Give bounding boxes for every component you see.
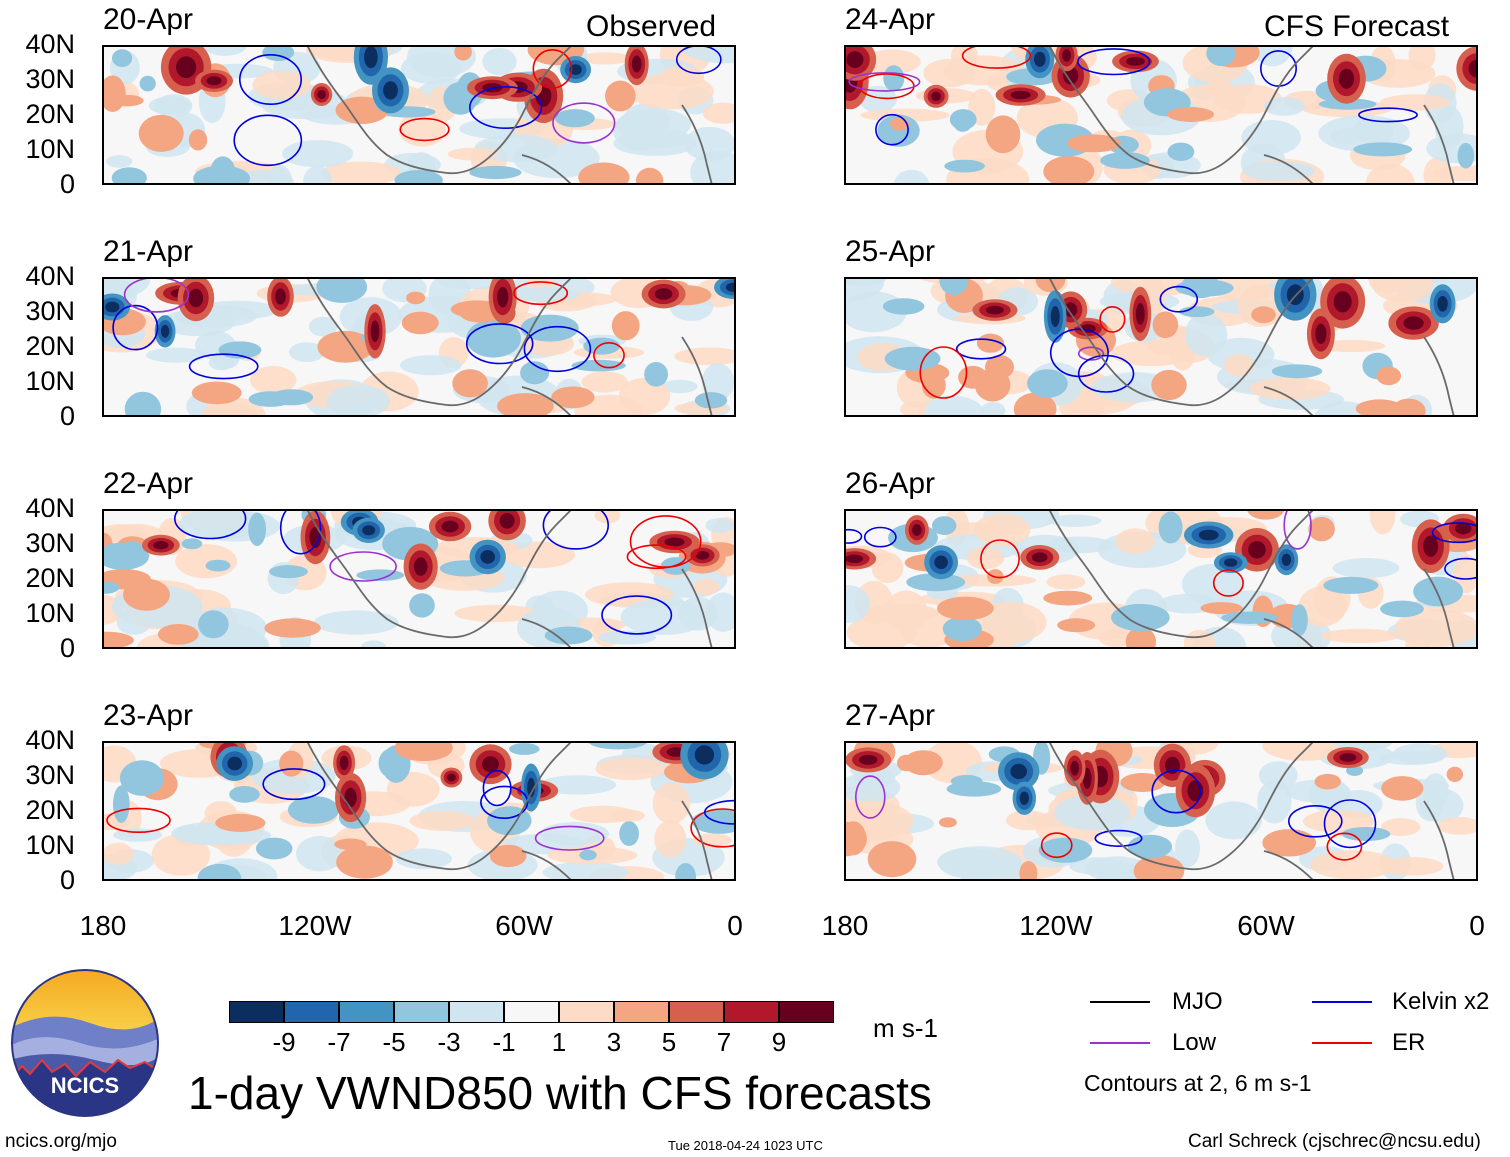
contour-note: Contours at 2, 6 m s-1 (1084, 1070, 1312, 1096)
lat-label: 40N (25, 493, 75, 523)
colorbar-tick-label: -1 (492, 1027, 516, 1057)
lat-label: 10N (25, 366, 75, 396)
lat-label: 0 (59, 401, 75, 431)
website-link[interactable]: ncics.org/mjo (5, 1131, 117, 1152)
timestamp: Tue 2018-04-24 1023 UTC (668, 1138, 823, 1153)
anomaly-field (102, 277, 736, 417)
anomaly-map-panel (844, 509, 1478, 649)
logo-text: NCICS (51, 1073, 119, 1098)
colorbar-tick-label: 7 (716, 1027, 732, 1057)
lat-label: 0 (59, 169, 75, 199)
lat-label: 10N (25, 598, 75, 628)
colorbar-swatch (504, 1001, 559, 1023)
lat-label: 20N (25, 331, 75, 361)
panel-title: 21-Apr (103, 235, 194, 268)
lat-label: 30N (25, 64, 75, 94)
legend-line-low (1090, 1042, 1150, 1044)
lat-label: 0 (59, 865, 75, 895)
colorbar-swatch (724, 1001, 779, 1023)
legend-label-mjo: MJO (1172, 988, 1223, 1015)
lon-label: 0 (727, 910, 743, 941)
legend-label-er: ER (1392, 1029, 1426, 1056)
colorbar-tick-label: -3 (437, 1027, 461, 1057)
cfs-forecast-label: CFS Forecast (1264, 10, 1450, 43)
lat-label: 20N (25, 99, 75, 129)
legend-line-mjo (1090, 1001, 1150, 1003)
lat-label: 40N (25, 29, 75, 59)
lon-label: 60W (495, 910, 553, 941)
colorbar-tick-label: -5 (382, 1027, 406, 1057)
lat-label: 40N (25, 725, 75, 755)
colorbar-tick-label: 3 (606, 1027, 622, 1057)
legend-label-kelvin: Kelvin x2 (1392, 988, 1490, 1015)
colorbar-tick-label: -7 (327, 1027, 351, 1057)
colorbar-swatch (229, 1001, 284, 1023)
anomaly-field (102, 509, 736, 649)
lat-label: 20N (25, 795, 75, 825)
lat-label: 0 (59, 633, 75, 663)
anomaly-field (102, 741, 736, 881)
lon-label: 120W (1019, 910, 1093, 941)
lat-label: 30N (25, 760, 75, 790)
lon-label: 0 (1469, 910, 1485, 941)
anomaly-field (844, 277, 1478, 417)
colorbar-units: m s-1 (873, 1013, 938, 1043)
lat-label: 10N (25, 830, 75, 860)
colorbar-tick-label: 1 (551, 1027, 567, 1057)
colorbar-swatch (614, 1001, 669, 1023)
main-title: 1-day VWND850 with CFS forecasts (188, 1067, 932, 1119)
panel-title: 25-Apr (845, 235, 936, 268)
colorbar-tick-label: 5 (661, 1027, 677, 1057)
anomaly-map-panel (102, 45, 736, 185)
anomaly-map-panel (844, 45, 1478, 185)
observed-label: Observed (586, 10, 717, 43)
anomaly-map-panel (844, 741, 1478, 881)
panel-title: 23-Apr (103, 699, 194, 732)
colorbar-swatch (339, 1001, 394, 1023)
lon-label: 180 (79, 910, 127, 941)
colorbar-tick-label: 9 (771, 1027, 787, 1057)
lon-label: 60W (1237, 910, 1295, 941)
anomaly-map-panel (844, 277, 1478, 417)
colorbar-swatch (449, 1001, 504, 1023)
colorbar-swatch (779, 1001, 834, 1023)
panel-title: 22-Apr (103, 467, 194, 500)
author-credit: Carl Schreck (cjschrec@ncsu.edu) (1188, 1131, 1481, 1152)
anomaly-field (844, 741, 1478, 881)
lat-label: 30N (25, 528, 75, 558)
lon-label: 120W (278, 910, 352, 941)
lat-label: 10N (25, 134, 75, 164)
panel-title: 24-Apr (845, 3, 936, 36)
legend-label-low: Low (1172, 1029, 1217, 1056)
panel-title: 26-Apr (845, 467, 936, 500)
lat-label: 40N (25, 261, 75, 291)
colorbar-swatch (394, 1001, 449, 1023)
anomaly-field (102, 45, 736, 185)
legend-line-er (1312, 1042, 1372, 1044)
lon-label: 180 (821, 910, 869, 941)
panel-title: 20-Apr (103, 3, 194, 36)
lat-label: 30N (25, 296, 75, 326)
lat-label: 20N (25, 563, 75, 593)
ncics-logo: NCICS (10, 968, 160, 1118)
colorbar-swatch (284, 1001, 339, 1023)
anomaly-map-panel (102, 509, 736, 649)
anomaly-field (844, 45, 1478, 185)
colorbar-swatch (669, 1001, 724, 1023)
anomaly-map-panel (102, 741, 736, 881)
panel-title: 27-Apr (845, 699, 936, 732)
colorbar-swatch (559, 1001, 614, 1023)
anomaly-map-panel (102, 277, 736, 417)
legend-line-kelvin (1312, 1001, 1372, 1003)
colorbar-tick-label: -9 (272, 1027, 296, 1057)
anomaly-field (844, 509, 1478, 649)
